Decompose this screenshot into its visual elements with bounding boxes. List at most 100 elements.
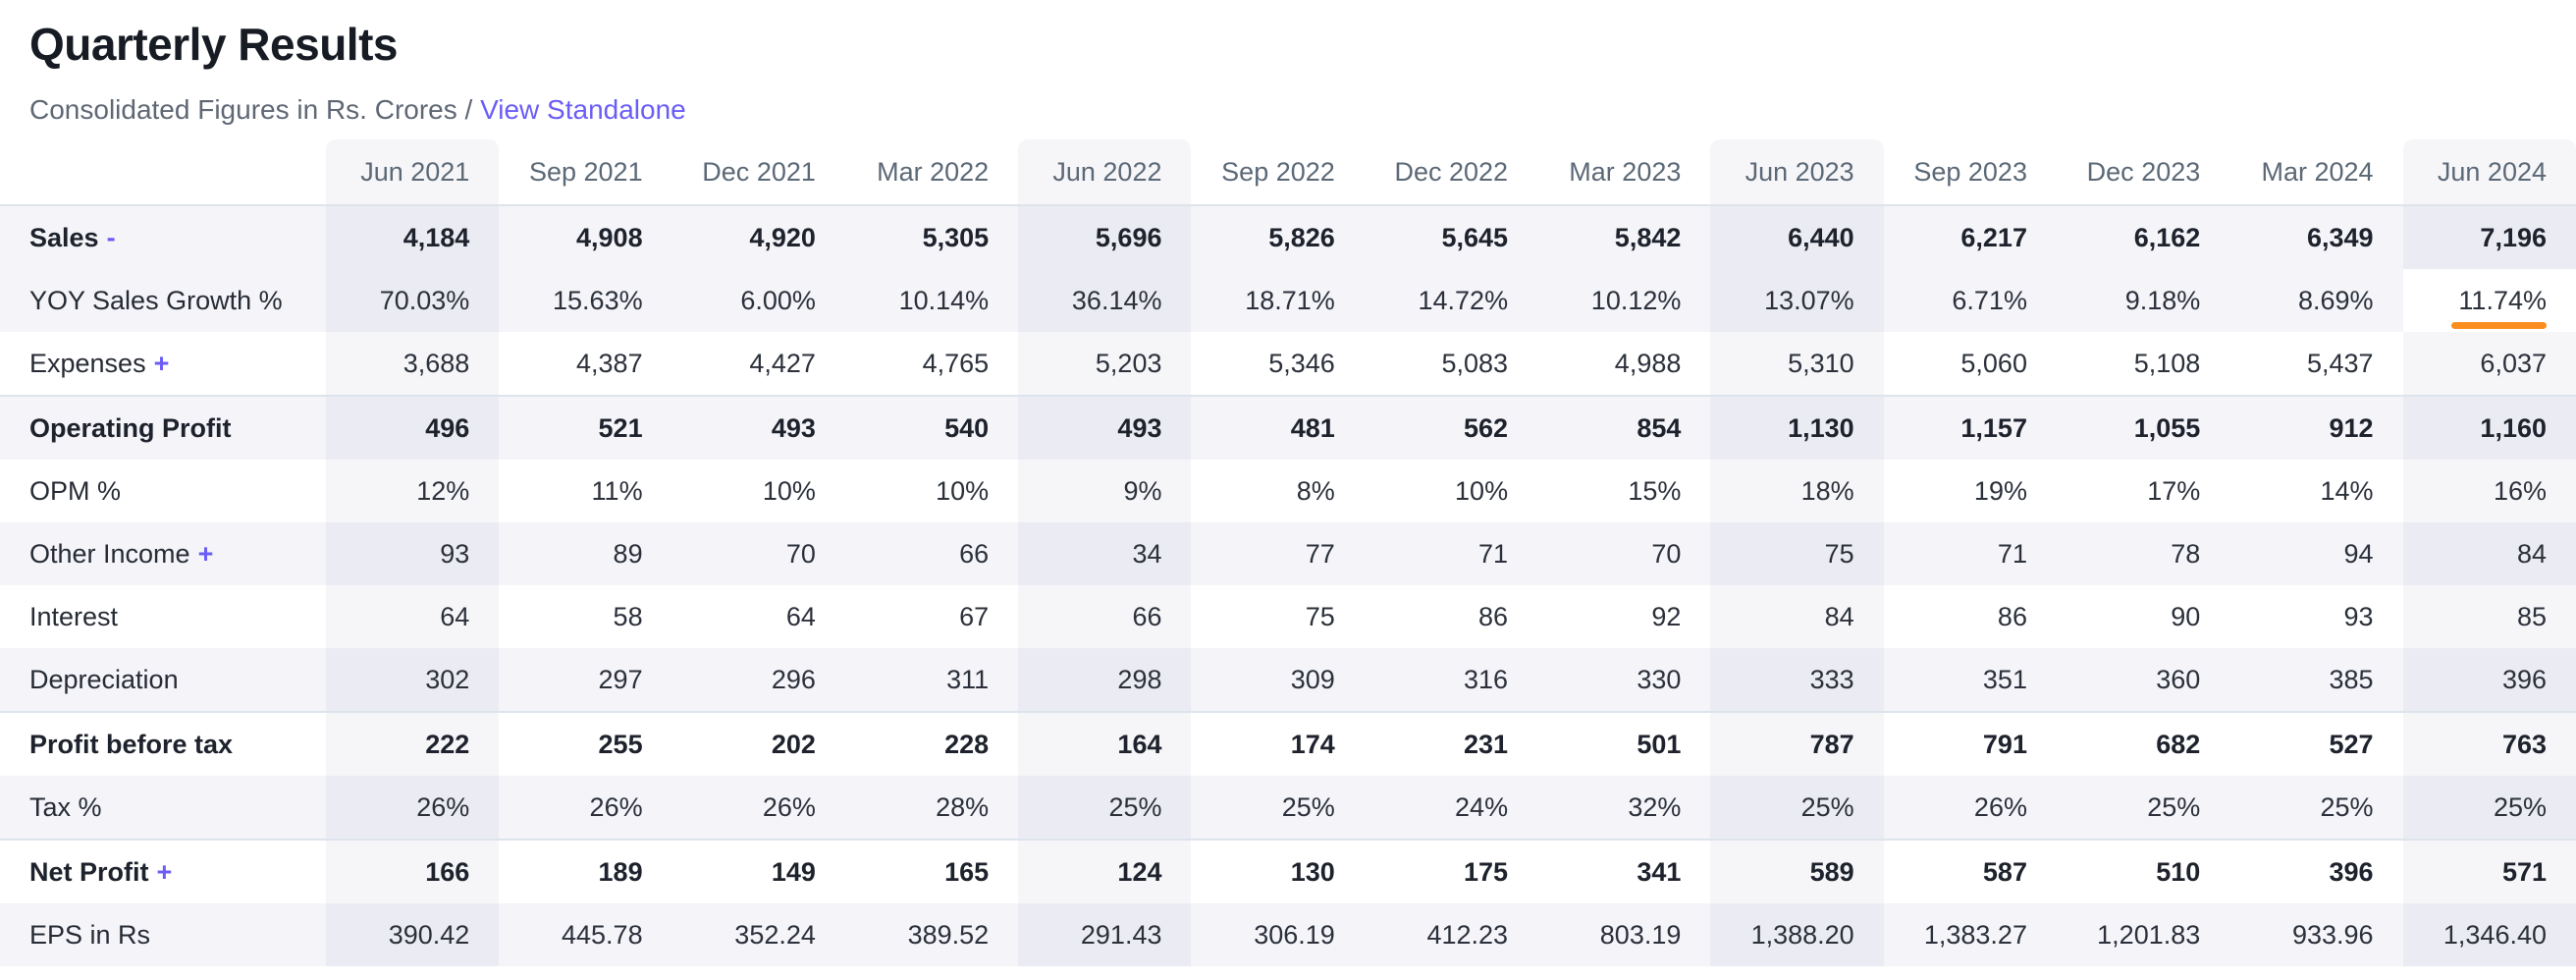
view-standalone-link[interactable]: View Standalone bbox=[480, 94, 686, 125]
cell-eps-in-rs-mar-2023: 803.19 bbox=[1599, 919, 1682, 950]
cell-yoy-sales-growth-mar-2022: 10.14% bbox=[898, 285, 990, 315]
cell-tax-sep-2023: 26% bbox=[1973, 791, 2027, 822]
expand-toggle-net-profit[interactable]: + bbox=[156, 856, 173, 887]
row-label-net-profit: Net Profit + bbox=[0, 839, 326, 903]
cell-operating-profit-mar-2024: 912 bbox=[2229, 395, 2403, 460]
cell-net-profit-jun-2021: 166 bbox=[326, 839, 500, 903]
cell-yoy-sales-growth-jun-2022: 36.14% bbox=[1018, 269, 1192, 332]
table-row-eps-in-rs: EPS in Rs 390.42 445.78 352.24 389.52 291.43 3… bbox=[0, 903, 2576, 966]
cell-operating-profit-jun-2021: 496 bbox=[326, 395, 500, 460]
table-row-yoy-sales-growth: YOY Sales Growth % 70.03% 15.63% 6.00% 10.14… bbox=[0, 269, 2576, 332]
cell-other-income-dec-2023: 78 bbox=[2171, 538, 2201, 569]
cell-yoy-sales-growth-dec-2022: 14.72% bbox=[1418, 285, 1509, 315]
cell-opm-dec-2021: 10% bbox=[762, 475, 816, 506]
cell-operating-profit-jun-2022: 493 bbox=[1018, 395, 1192, 460]
collapse-toggle-sales[interactable]: - bbox=[106, 222, 116, 252]
cell-operating-profit-jun-2024: 1,160 bbox=[2402, 395, 2576, 460]
cell-sales-dec-2023: 6,162 bbox=[2133, 222, 2201, 252]
cell-profit-before-tax-jun-2024: 763 bbox=[2402, 711, 2576, 776]
cell-other-income-jun-2023: 75 bbox=[1710, 522, 1884, 585]
row-label-interest: Interest bbox=[0, 585, 326, 648]
cell-operating-profit-mar-2023: 854 bbox=[1537, 395, 1711, 460]
column-header-mar-2024: Mar 2024 bbox=[2261, 156, 2374, 187]
column-header-jun-2023: Jun 2023 bbox=[1710, 139, 1884, 205]
cell-operating-profit-dec-2023: 1,055 bbox=[2056, 395, 2230, 460]
cell-interest-dec-2021: 64 bbox=[785, 601, 816, 631]
cell-net-profit-mar-2024: 396 bbox=[2229, 839, 2403, 903]
cell-operating-profit-mar-2022: 540 bbox=[844, 395, 1019, 460]
cell-interest-jun-2022: 66 bbox=[1018, 585, 1192, 648]
cell-net-profit-mar-2023: 341 bbox=[1537, 839, 1711, 903]
expand-toggle-other-income[interactable]: + bbox=[197, 538, 214, 569]
cell-expenses-sep-2021: 4,387 bbox=[576, 348, 643, 378]
cell-net-profit-jun-2023: 589 bbox=[1710, 839, 1884, 903]
cell-eps-in-rs-sep-2023: 1,383.27 bbox=[1923, 919, 2027, 950]
cell-operating-profit-sep-2023: 1,157 bbox=[1883, 395, 2057, 460]
cell-yoy-sales-growth-jun-2021: 70.03% bbox=[326, 269, 500, 332]
cell-yoy-sales-growth-dec-2021: 6.00% bbox=[740, 285, 816, 315]
cell-opm-mar-2024: 14% bbox=[2320, 475, 2374, 506]
row-label-other-income: Other Income + bbox=[0, 522, 326, 585]
cell-interest-jun-2024: 85 bbox=[2402, 585, 2576, 648]
selected-cell-underline bbox=[2451, 322, 2547, 329]
cell-interest-mar-2023: 92 bbox=[1651, 601, 1682, 631]
column-header-sep-2023: Sep 2023 bbox=[1913, 156, 2027, 187]
cell-opm-jun-2022: 9% bbox=[1018, 460, 1192, 522]
column-header-mar-2023: Mar 2023 bbox=[1569, 156, 1682, 187]
cell-expenses-mar-2024: 5,437 bbox=[2306, 348, 2374, 378]
cell-net-profit-dec-2022: 175 bbox=[1364, 839, 1538, 903]
cell-sales-dec-2021: 4,920 bbox=[749, 222, 816, 252]
cell-net-profit-jun-2024: 571 bbox=[2402, 839, 2576, 903]
cell-eps-in-rs-dec-2021: 352.24 bbox=[734, 919, 816, 950]
expand-toggle-expenses[interactable]: + bbox=[153, 348, 170, 378]
cell-depreciation-jun-2021: 302 bbox=[326, 648, 500, 712]
quarterly-results-table: Jun 2021 Sep 2021 Dec 2021 Mar 2022 Jun 2022… bbox=[0, 139, 2576, 966]
cell-other-income-sep-2023: 71 bbox=[1997, 538, 2027, 569]
subtitle-text: Consolidated Figures in Rs. Crores / bbox=[29, 94, 473, 125]
cell-tax-mar-2023: 32% bbox=[1628, 791, 1682, 822]
cell-sales-sep-2023: 6,217 bbox=[1960, 222, 2027, 252]
cell-opm-sep-2023: 19% bbox=[1973, 475, 2027, 506]
cell-sales-sep-2021: 4,908 bbox=[576, 222, 643, 252]
cell-operating-profit-dec-2022: 562 bbox=[1364, 395, 1538, 460]
page-title: Quarterly Results bbox=[29, 19, 398, 70]
column-header-dec-2022: Dec 2022 bbox=[1394, 156, 1509, 187]
cell-expenses-mar-2022: 4,765 bbox=[922, 348, 990, 378]
cell-sales-sep-2022: 5,826 bbox=[1268, 222, 1335, 252]
cell-expenses-dec-2022: 5,083 bbox=[1441, 348, 1509, 378]
table-row-net-profit: Net Profit +166 189 149 165 124 130 175 341 589 58… bbox=[0, 839, 2576, 903]
row-label-text: Tax % bbox=[29, 791, 102, 822]
cell-yoy-sales-growth-mar-2023: 10.12% bbox=[1590, 285, 1682, 315]
cell-expenses-jun-2023: 5,310 bbox=[1710, 332, 1884, 396]
cell-yoy-sales-growth-jun-2024: 11.74% bbox=[2402, 269, 2576, 332]
cell-sales-mar-2023: 5,842 bbox=[1614, 222, 1682, 252]
quarterly-results-section: Quarterly Results Consolidated Figures i… bbox=[0, 18, 2576, 966]
row-label-text: Operating Profit bbox=[29, 412, 232, 443]
cell-depreciation-sep-2023: 351 bbox=[1982, 664, 2027, 694]
table-row-tax: Tax % 26% 26% 26% 28% 25% 25% 24% 32% 25% 26% 25% 25… bbox=[0, 776, 2576, 840]
cell-net-profit-sep-2022: 130 bbox=[1191, 839, 1365, 903]
cell-tax-jun-2022: 25% bbox=[1018, 776, 1192, 840]
cell-interest-mar-2022: 67 bbox=[959, 601, 990, 631]
cell-expenses-jun-2021: 3,688 bbox=[326, 332, 500, 396]
cell-opm-jun-2023: 18% bbox=[1710, 460, 1884, 522]
subtitle: Consolidated Figures in Rs. Crores / Vie… bbox=[0, 94, 2576, 126]
cell-depreciation-sep-2022: 309 bbox=[1290, 664, 1335, 694]
column-header-jun-2022: Jun 2022 bbox=[1018, 139, 1192, 205]
cell-sales-dec-2022: 5,645 bbox=[1441, 222, 1509, 252]
cell-eps-in-rs-dec-2023: 1,201.83 bbox=[2097, 919, 2201, 950]
cell-opm-dec-2022: 10% bbox=[1455, 475, 1509, 506]
cell-tax-jun-2023: 25% bbox=[1710, 776, 1884, 840]
cell-interest-dec-2023: 90 bbox=[2171, 601, 2201, 631]
cell-sales-jun-2022: 5,696 bbox=[1018, 205, 1192, 269]
cell-net-profit-sep-2023: 587 bbox=[1883, 839, 2057, 903]
cell-interest-sep-2023: 86 bbox=[1997, 601, 2027, 631]
cell-depreciation-dec-2023: 360 bbox=[2156, 664, 2201, 694]
cell-expenses-dec-2023: 5,108 bbox=[2133, 348, 2201, 378]
row-label-text: Sales bbox=[29, 222, 99, 252]
cell-tax-jun-2024: 25% bbox=[2402, 776, 2576, 840]
cell-expenses-mar-2023: 4,988 bbox=[1614, 348, 1682, 378]
cell-opm-dec-2023: 17% bbox=[2147, 475, 2201, 506]
row-label-eps-in-rs: EPS in Rs bbox=[0, 903, 326, 966]
cell-depreciation-mar-2022: 311 bbox=[946, 664, 990, 694]
